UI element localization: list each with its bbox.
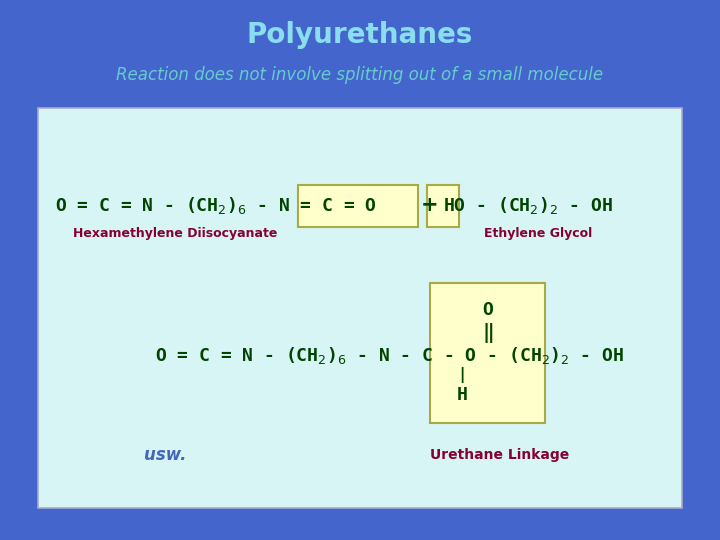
Text: O = C = N - (CH$_2$)$_6$ - N - C - O - (CH$_2$)$_2$ - OH: O = C = N - (CH$_2$)$_6$ - N - C - O - (… xyxy=(155,345,624,366)
Text: ‖: ‖ xyxy=(482,323,494,343)
Text: Polyurethanes: Polyurethanes xyxy=(247,21,473,49)
Text: usw.: usw. xyxy=(144,446,186,464)
Bar xyxy=(38,108,682,508)
Text: H: H xyxy=(456,386,467,404)
Text: +: + xyxy=(421,195,438,215)
Text: Reaction does not involve splitting out of a small molecule: Reaction does not involve splitting out … xyxy=(117,66,603,84)
Text: O: O xyxy=(482,301,493,319)
Text: Ethylene Glycol: Ethylene Glycol xyxy=(484,226,592,240)
Bar xyxy=(427,185,459,227)
Bar xyxy=(298,185,418,227)
Text: Urethane Linkage: Urethane Linkage xyxy=(431,448,570,462)
Text: HO - (CH$_2$)$_2$ - OH: HO - (CH$_2$)$_2$ - OH xyxy=(443,194,613,215)
Bar xyxy=(430,283,545,423)
Text: |: | xyxy=(457,367,467,383)
Text: O = C = N - (CH$_2$)$_6$ - N = C = O: O = C = N - (CH$_2$)$_6$ - N = C = O xyxy=(55,194,377,215)
Text: Hexamethylene Diisocyanate: Hexamethylene Diisocyanate xyxy=(73,226,277,240)
